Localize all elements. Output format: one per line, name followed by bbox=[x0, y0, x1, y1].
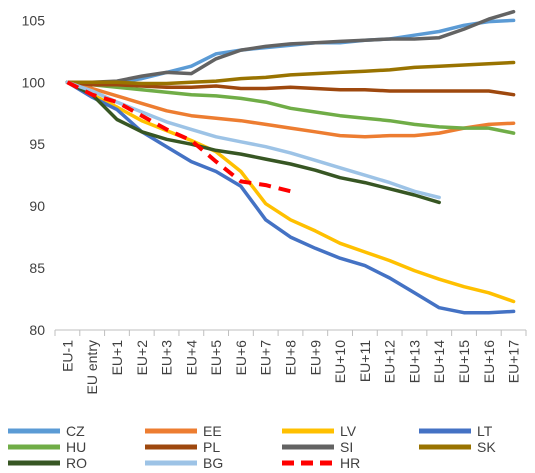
x-tick-label: EU+15 bbox=[456, 340, 472, 383]
y-tick-label: 85 bbox=[29, 260, 45, 276]
x-tick-label: EU+7 bbox=[258, 340, 274, 376]
legend-label-pl: PL bbox=[203, 439, 220, 455]
legend-label-lt: LT bbox=[477, 423, 493, 439]
series-line-cz bbox=[65, 18, 516, 85]
x-tick-label: EU+3 bbox=[159, 340, 175, 376]
x-tick-label: EU+16 bbox=[481, 340, 497, 383]
series-line-ro bbox=[65, 80, 441, 205]
x-tick-label: EU+10 bbox=[332, 340, 348, 383]
legend-label-bg: BG bbox=[203, 455, 223, 471]
y-axis: 80 85 90 95 100 105 bbox=[22, 12, 46, 338]
x-tick-label: EU+6 bbox=[233, 340, 249, 376]
legend-label-sk: SK bbox=[477, 439, 496, 455]
x-tick-label: EU+8 bbox=[283, 340, 299, 376]
legend-label-ro: RO bbox=[66, 455, 87, 471]
x-tick-label: EU+1 bbox=[109, 340, 125, 376]
series-line-lv bbox=[65, 80, 516, 304]
y-tick-label: 100 bbox=[22, 74, 46, 90]
series-line-hr bbox=[66, 80, 291, 194]
x-tick-label: EU+12 bbox=[382, 340, 398, 383]
legend-label-si: SI bbox=[340, 439, 353, 455]
series-line-si bbox=[65, 9, 516, 85]
legend-label-hr: HR bbox=[340, 455, 360, 471]
x-tick-label: EU+17 bbox=[506, 340, 522, 383]
series-line-hu bbox=[65, 80, 516, 135]
x-tick-label: EU+14 bbox=[431, 340, 447, 383]
series-lines bbox=[65, 9, 516, 315]
series-line-pl bbox=[65, 80, 516, 97]
x-tick-label: EU entry bbox=[84, 340, 100, 394]
x-axis: EU-1 EU entry EU+1 EU+2 EU+3 EU+4 EU+5 EU+6 EU+7… bbox=[54, 329, 527, 394]
x-tick-label: EU-1 bbox=[59, 340, 75, 372]
legend-label-cz: CZ bbox=[66, 423, 85, 439]
x-tick-label: EU+13 bbox=[406, 340, 422, 383]
y-tick-label: 80 bbox=[29, 322, 45, 338]
legend-label-lv: LV bbox=[340, 423, 357, 439]
legend-label-ee: EE bbox=[203, 423, 222, 439]
y-tick-label: 105 bbox=[22, 12, 46, 28]
y-tick-label: 95 bbox=[29, 136, 45, 152]
legend-label-hu: HU bbox=[66, 439, 86, 455]
x-tick-label: EU+5 bbox=[208, 340, 224, 376]
legend: CZ EE LV LT HU PL SI SK RO BG HR bbox=[8, 423, 496, 471]
x-tick-label: EU+9 bbox=[307, 340, 323, 376]
series-line-ee bbox=[65, 80, 516, 139]
x-tick-label: EU+2 bbox=[134, 340, 150, 376]
x-tick-label: EU+4 bbox=[183, 340, 199, 376]
series-line-sk bbox=[65, 60, 516, 86]
x-tick-label: EU+11 bbox=[357, 340, 373, 382]
y-tick-label: 90 bbox=[29, 198, 45, 214]
